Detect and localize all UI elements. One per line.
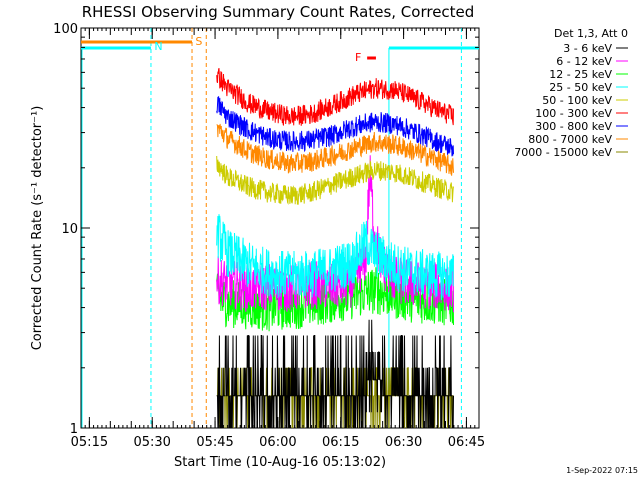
x-tick-label: 06:45 <box>448 435 485 450</box>
series-line-4 <box>216 155 454 206</box>
legend-label-7: 800 - 7000 keV <box>528 133 612 146</box>
series-line-5 <box>216 68 454 126</box>
annotation-n: N <box>154 40 162 53</box>
legend-header: Det 1,3, Att 0 <box>554 27 628 40</box>
legend-label-4: 50 - 100 keV <box>542 94 612 107</box>
x-axis-ticks: 05:15 05:30 05:45 06:00 06:15 06:30 06:45 <box>71 28 485 450</box>
x-tick-label: 06:15 <box>322 435 359 450</box>
x-tick-label: 05:15 <box>71 435 108 450</box>
x-tick-label: 06:00 <box>259 435 296 450</box>
y-tick-label: 100 <box>53 22 78 37</box>
y-tick-label: 1 <box>70 422 78 437</box>
legend-label-6: 300 - 800 keV <box>535 120 612 133</box>
plot-content: N S F <box>81 28 479 428</box>
y-tick-label: 10 <box>61 222 78 237</box>
y-axis-label: Corrected Count Rate (s⁻¹ detector⁻¹) <box>30 106 45 351</box>
annotation-s: S <box>195 35 202 48</box>
legend-label-8: 7000 - 15000 keV <box>514 146 612 159</box>
x-tick-label: 06:30 <box>385 435 422 450</box>
legend-label-2: 12 - 25 keV <box>549 68 612 81</box>
legend-label-1: 6 - 12 keV <box>556 55 612 68</box>
series-line-0 <box>216 319 454 428</box>
series-line-6 <box>216 96 454 157</box>
legend-label-3: 25 - 50 keV <box>549 81 612 94</box>
legend-label-5: 100 - 300 keV <box>535 107 612 120</box>
y-axis-ticks: 1 10 100 <box>53 22 479 437</box>
plot-clip-group <box>81 28 479 428</box>
chart-title: RHESSI Observing Summary Count Rates, Co… <box>82 3 475 21</box>
x-tick-label: 05:45 <box>196 435 233 450</box>
timestamp: 1-Sep-2022 07:15 <box>566 466 638 475</box>
x-tick-label: 05:30 <box>133 435 170 450</box>
series-line-3 <box>216 214 454 300</box>
legend-label-0: 3 - 6 keV <box>563 42 612 55</box>
x-axis-label: Start Time (10-Aug-16 05:13:02) <box>174 455 386 470</box>
annotation-f: F <box>355 51 361 64</box>
series-line-7 <box>216 123 454 176</box>
